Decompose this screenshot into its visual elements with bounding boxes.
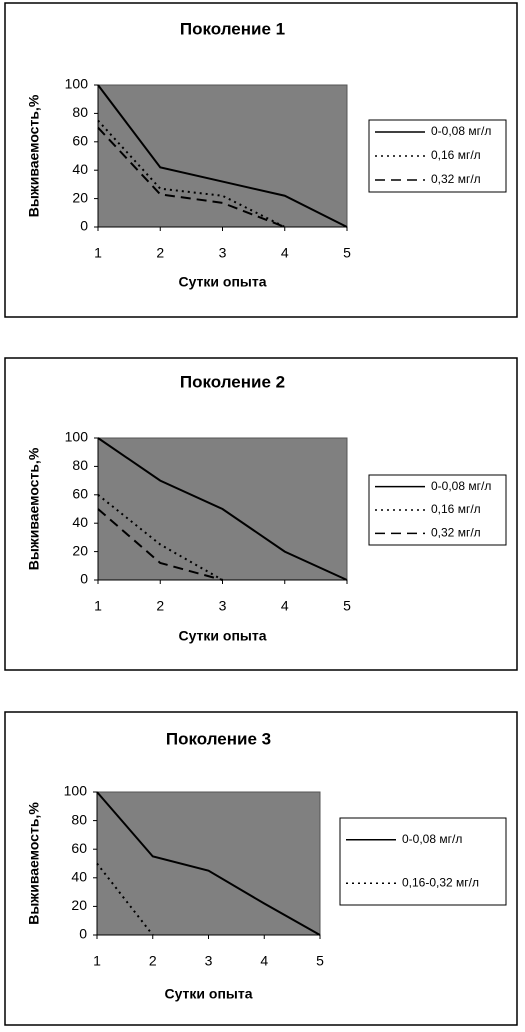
legend-label: 0,32 мг/л: [431, 172, 481, 186]
x-tick-label: 3: [205, 953, 213, 969]
x-tick-label: 1: [94, 598, 102, 614]
y-tick-label: 20: [72, 542, 88, 558]
x-tick-label: 4: [281, 245, 289, 261]
legend-label: 0,32 мг/л: [431, 526, 481, 540]
y-tick-label: 80: [72, 104, 88, 120]
y-tick-label: 60: [71, 840, 87, 856]
series-line: [97, 508, 223, 581]
x-tick-label: 1: [94, 245, 102, 261]
x-tick-label: 4: [260, 953, 268, 969]
chart-title: Поколение 2: [180, 372, 285, 391]
y-tick-label: 20: [72, 189, 88, 205]
x-tick-label: 2: [156, 598, 164, 614]
plot-area: [97, 84, 348, 228]
y-tick-label: 100: [65, 429, 89, 445]
y-axis-label: Выживаемость,%: [26, 94, 42, 217]
legend-label: 0-0,08 мг/л: [431, 124, 491, 138]
y-tick-label: 40: [72, 161, 88, 177]
x-tick-label: 5: [316, 953, 324, 969]
series-line: [97, 84, 348, 228]
legend-label: 0,16-0,32 мг/л: [402, 875, 479, 889]
y-tick-label: 0: [79, 926, 87, 942]
x-axis-label: Сутки опыта: [178, 274, 266, 290]
y-tick-label: 80: [72, 457, 88, 473]
y-axis-label: Выживаемость,%: [26, 447, 42, 570]
series-line: [96, 791, 321, 936]
x-tick-label: 2: [156, 245, 164, 261]
y-tick-label: 20: [71, 897, 87, 913]
legend-label: 0-0,08 мг/л: [402, 832, 462, 846]
y-tick-label: 40: [72, 514, 88, 530]
x-tick-label: 2: [149, 953, 157, 969]
y-tick-label: 40: [71, 869, 87, 885]
y-tick-label: 0: [80, 218, 88, 234]
y-tick-label: 80: [71, 811, 87, 827]
y-tick-label: 100: [64, 783, 88, 799]
x-tick-label: 5: [343, 245, 351, 261]
x-tick-label: 5: [343, 598, 351, 614]
legend-box: [339, 817, 507, 906]
x-tick-label: 3: [219, 598, 227, 614]
y-tick-label: 100: [65, 76, 89, 92]
x-axis-label: Сутки опыта: [178, 628, 266, 644]
series-line: [97, 494, 223, 581]
chart-title: Поколение 1: [180, 19, 285, 38]
y-axis-label: Выживаемость,%: [26, 802, 42, 925]
legend-label: 0,16 мг/л: [431, 148, 481, 162]
y-tick-label: 0: [80, 571, 88, 587]
y-tick-label: 60: [72, 486, 88, 502]
plot-area: [96, 791, 321, 936]
legend-label: 0-0,08 мг/л: [431, 479, 491, 493]
x-tick-label: 4: [281, 598, 289, 614]
x-tick-label: 1: [93, 953, 101, 969]
x-axis-label: Сутки опыта: [164, 986, 252, 1002]
chart-title: Поколение 3: [166, 729, 271, 748]
legend-label: 0,16 мг/л: [431, 502, 481, 516]
series-line: [97, 437, 348, 581]
x-tick-label: 3: [219, 245, 227, 261]
y-tick-label: 60: [72, 133, 88, 149]
